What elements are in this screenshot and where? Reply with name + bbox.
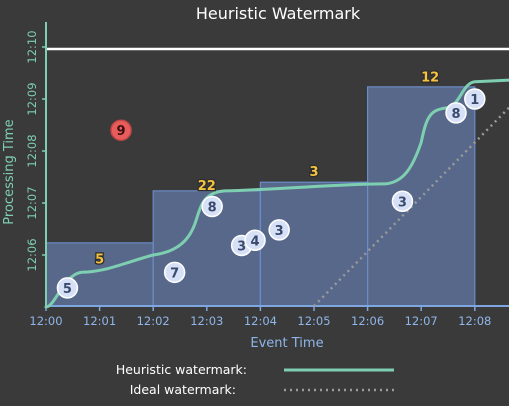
legend-heuristic-label: Heuristic watermark:: [116, 362, 247, 377]
y-tick-label: 12:08: [25, 134, 39, 167]
window-pane-3: [259, 181, 369, 307]
y-tick-label: 12:06: [25, 238, 39, 271]
element-circle: [201, 195, 223, 218]
element-circle: [391, 190, 414, 213]
data-element: 1: [464, 88, 486, 110]
diagram-title: Heuristic Watermark: [196, 4, 361, 23]
x-tick-label: 12:00: [29, 314, 62, 328]
heuristic-watermark-line: [44, 78, 509, 309]
x-tick-label: 12:08: [458, 314, 491, 328]
data-element: 8: [445, 102, 467, 124]
element-circle: [163, 261, 186, 284]
x-tick-label: 12:06: [351, 314, 384, 328]
element-value: 8: [452, 107, 461, 122]
data-element: 5: [56, 277, 79, 299]
y-axis-label: Processing Time: [2, 119, 17, 224]
element-value: 9: [117, 124, 126, 139]
element-value: 3: [275, 224, 284, 239]
x-tick-label: 12:07: [405, 314, 438, 328]
legend-ideal-label: Ideal watermark:: [130, 382, 236, 397]
y-tick-label: 12:10: [25, 30, 39, 63]
element-value: 4: [251, 234, 260, 249]
late-element-circle: [110, 119, 132, 141]
window-result-4: 12: [421, 71, 439, 86]
element-value: 1: [470, 93, 479, 108]
x-tick-label: 12:04: [244, 314, 277, 328]
element-value: 3: [398, 195, 407, 210]
element-circle: [56, 277, 79, 299]
data-element: 8: [201, 195, 223, 218]
element-value: 5: [63, 282, 72, 297]
element-circle: [445, 102, 467, 124]
element-circle: [464, 88, 486, 110]
element-circle: [268, 219, 290, 241]
data-element: 7: [163, 261, 186, 284]
x-axis-label: Event Time: [250, 336, 323, 351]
window-result-2: 22: [198, 179, 216, 194]
y-tick-label: 12:07: [25, 186, 39, 219]
x-tick-label: 12:03: [190, 314, 223, 328]
element-value: 3: [237, 239, 246, 254]
data-element: 3: [268, 219, 290, 241]
element-circle: [244, 229, 266, 252]
x-tick-label: 12:02: [137, 314, 170, 328]
data-element: 3: [391, 190, 414, 213]
element-value: 7: [170, 266, 179, 281]
late-element: 9: [110, 119, 132, 141]
data-element: 4: [244, 229, 266, 252]
window-result-1: 5: [95, 253, 104, 268]
window-result-3: 3: [309, 165, 318, 180]
x-tick-label: 12:01: [83, 314, 116, 328]
x-tick-label: 12:05: [297, 314, 330, 328]
y-tick-label: 12:09: [25, 82, 39, 115]
element-value: 8: [208, 200, 217, 215]
